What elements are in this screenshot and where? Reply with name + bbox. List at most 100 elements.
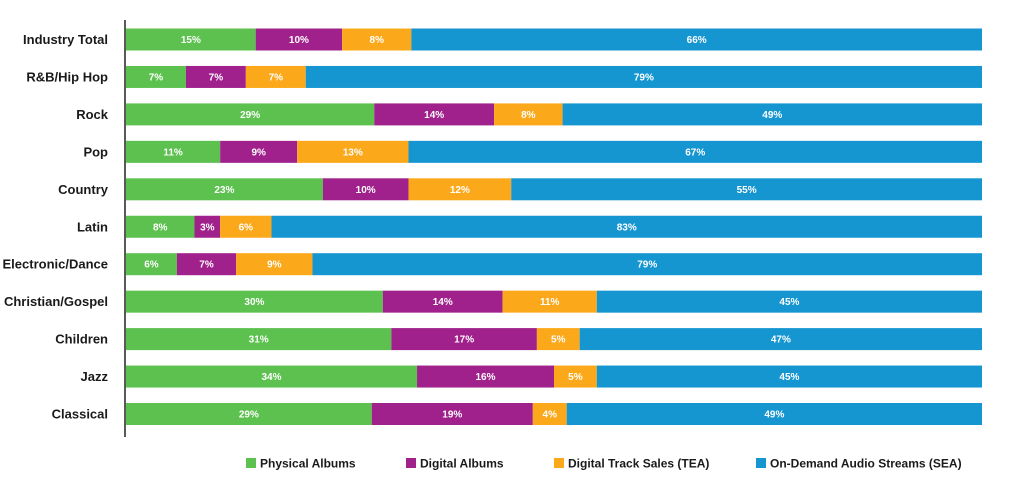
data-label-rock-digital-track-sales-tea: 8% [521,110,536,121]
bar-segment-electronic-dance-on-demand-audio-streams-sea [312,253,983,276]
bar-segment-country-digital-albums [322,178,409,201]
data-label-jazz-digital-track-sales-tea: 5% [568,372,583,383]
legend-swatch-digital-track-sales-tea [554,458,564,468]
bar-segment-latin-on-demand-audio-streams-sea [271,215,982,238]
bar-segment-jazz-digital-albums [417,365,554,388]
data-label-rock-digital-albums: 14% [424,110,444,121]
bar-segment-pop-digital-track-sales-tea [297,140,409,163]
bar-segment-classical-digital-albums [371,403,533,425]
data-label-christian-gospel-digital-track-sales-tea: 11% [540,297,560,308]
bar-segment-latin-digital-track-sales-tea [220,215,272,238]
data-label-classical-on-demand-audio-streams-sea: 49% [764,410,784,421]
bar-segment-christian-gospel-on-demand-audio-streams-sea [596,290,982,313]
bar-segment-rock-digital-track-sales-tea [494,103,563,126]
bar-segment-r-b-hip-hop-physical-albums [126,65,186,88]
data-label-children-digital-track-sales-tea: 5% [551,335,566,346]
category-label-rock: Rock [76,107,109,122]
legend-swatch-digital-albums [406,458,416,468]
bar-segment-children-digital-albums [391,328,537,351]
bar-segment-electronic-dance-physical-albums [126,253,177,276]
data-label-electronic-dance-digital-albums: 7% [199,260,214,271]
bar-segment-christian-gospel-digital-albums [382,290,503,313]
bar-segment-christian-gospel-digital-track-sales-tea [502,290,597,313]
bar-segment-r-b-hip-hop-on-demand-audio-streams-sea [305,65,982,88]
category-label-jazz: Jazz [81,369,109,384]
data-label-jazz-on-demand-audio-streams-sea: 45% [779,372,799,383]
data-label-classical-digital-track-sales-tea: 4% [543,410,558,421]
data-label-industry-total-digital-albums: 10% [289,35,309,46]
legend-label-digital-track-sales-tea: Digital Track Sales (TEA) [568,457,709,471]
data-label-r-b-hip-hop-digital-track-sales-tea: 7% [269,72,284,83]
data-label-children-on-demand-audio-streams-sea: 47% [771,335,791,346]
bar-segment-pop-digital-albums [220,140,298,163]
bar-segment-classical-digital-track-sales-tea [532,403,567,425]
category-label-electronic-dance: Electronic/Dance [3,257,109,272]
bar-segment-pop-physical-albums [126,140,221,163]
bar-segment-rock-physical-albums [126,103,375,126]
legend-label-physical-albums: Physical Albums [260,457,356,471]
data-label-industry-total-digital-track-sales-tea: 8% [370,35,385,46]
data-label-christian-gospel-physical-albums: 30% [244,297,264,308]
data-label-country-digital-albums: 10% [356,185,376,196]
bar-segment-industry-total-physical-albums [126,28,256,51]
bar-segment-classical-on-demand-audio-streams-sea [566,403,982,425]
data-label-electronic-dance-digital-track-sales-tea: 9% [267,260,282,271]
data-label-jazz-digital-albums: 16% [476,372,496,383]
category-label-latin: Latin [77,219,108,234]
data-label-country-digital-track-sales-tea: 12% [450,185,470,196]
category-label-pop: Pop [83,144,108,159]
legend-label-digital-albums: Digital Albums [420,457,504,471]
data-label-latin-digital-track-sales-tea: 6% [239,222,254,233]
data-label-electronic-dance-physical-albums: 6% [144,260,159,271]
data-label-pop-digital-track-sales-tea: 13% [343,147,363,158]
data-label-r-b-hip-hop-digital-albums: 7% [209,72,224,83]
bar-segment-children-on-demand-audio-streams-sea [579,328,982,351]
category-label-children: Children [55,332,108,347]
bar-segment-r-b-hip-hop-digital-albums [185,65,246,88]
data-label-country-physical-albums: 23% [214,185,234,196]
bar-segment-classical-physical-albums [126,403,372,425]
data-label-country-on-demand-audio-streams-sea: 55% [737,185,757,196]
data-label-r-b-hip-hop-physical-albums: 7% [149,72,164,83]
legend-item-physical-albums: Physical Albums [246,457,356,471]
bar-segment-christian-gospel-physical-albums [126,290,383,313]
category-label-classical: Classical [52,407,108,422]
bar-segment-r-b-hip-hop-digital-track-sales-tea [245,65,306,88]
bar-segment-country-on-demand-audio-streams-sea [511,178,982,201]
category-label-country: Country [58,182,109,197]
legend-label-on-demand-audio-streams-sea: On-Demand Audio Streams (SEA) [770,457,962,471]
legend-item-digital-albums: Digital Albums [406,457,504,471]
category-label-r-b-hip-hop: R&B/Hip Hop [26,69,108,84]
category-labels: Industry Total R&B/Hip Hop Rock Pop Country L… [3,32,109,422]
bar-segment-jazz-on-demand-audio-streams-sea [596,365,982,388]
bar-segment-electronic-dance-digital-albums [176,253,237,276]
data-label-industry-total-on-demand-audio-streams-sea: 66% [687,35,707,46]
data-label-christian-gospel-on-demand-audio-streams-sea: 45% [779,297,799,308]
data-label-r-b-hip-hop-on-demand-audio-streams-sea: 79% [634,72,654,83]
legend: Physical Albums Digital Albums Digital Tra… [246,457,962,471]
legend-swatch-on-demand-audio-streams-sea [756,458,766,468]
bar-segment-industry-total-on-demand-audio-streams-sea [411,28,983,51]
data-label-latin-on-demand-audio-streams-sea: 83% [617,222,637,233]
bar-segment-pop-on-demand-audio-streams-sea [408,140,983,163]
data-label-latin-digital-albums: 3% [200,222,215,233]
data-label-jazz-physical-albums: 34% [262,372,282,383]
data-label-children-digital-albums: 17% [454,335,474,346]
data-label-pop-physical-albums: 11% [163,147,183,158]
data-label-pop-on-demand-audio-streams-sea: 67% [685,147,705,158]
bar-segment-electronic-dance-digital-track-sales-tea [236,253,313,276]
data-label-rock-physical-albums: 29% [240,110,260,121]
data-label-children-physical-albums: 31% [249,335,269,346]
bar-segment-rock-digital-albums [374,103,495,126]
bars-group: 15% 10% 8% 66% 7% 7% 7% 79% 29% 14% 8% 49% 11% 9% 13% 6… [126,28,983,425]
bar-segment-latin-physical-albums [126,215,195,238]
bar-segment-latin-digital-albums [194,215,221,238]
data-label-classical-digital-albums: 19% [442,410,462,421]
data-label-christian-gospel-digital-albums: 14% [433,297,453,308]
bar-segment-industry-total-digital-track-sales-tea [342,28,412,51]
legend-item-on-demand-audio-streams-sea: On-Demand Audio Streams (SEA) [756,457,962,471]
bar-segment-country-digital-track-sales-tea [408,178,512,201]
data-label-electronic-dance-on-demand-audio-streams-sea: 79% [637,260,657,271]
bar-segment-jazz-physical-albums [126,365,418,388]
